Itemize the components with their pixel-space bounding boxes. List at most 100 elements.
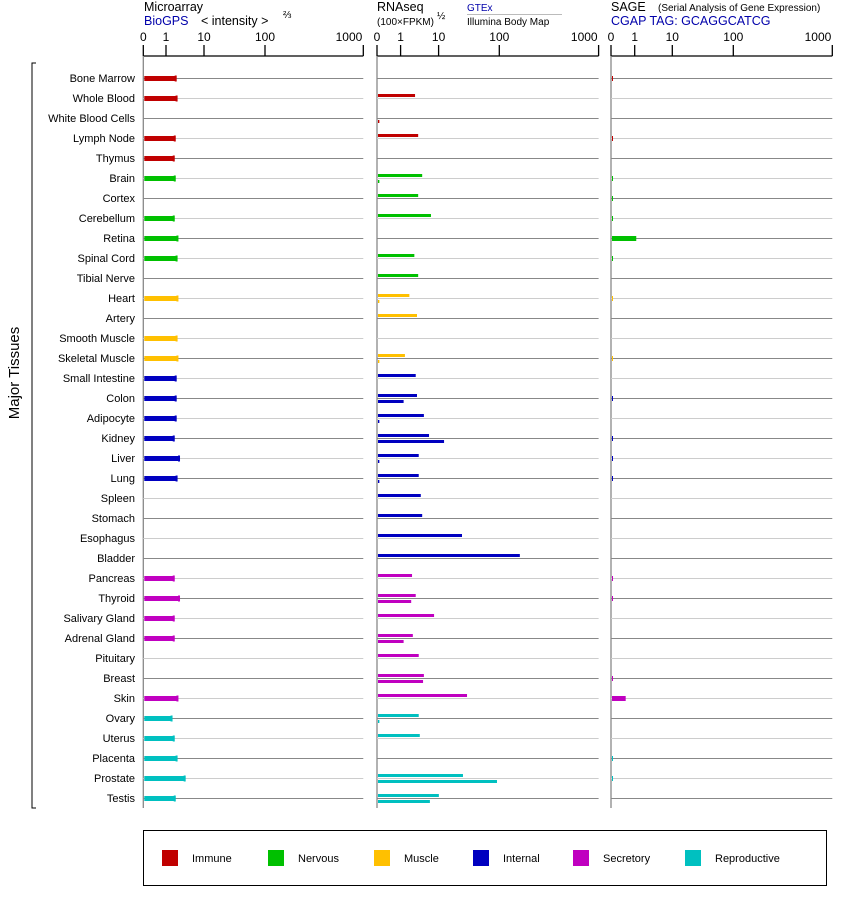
illumina-bar [378,600,412,603]
sage-tick-label: 10 [666,30,680,44]
sage-subtitle: (Serial Analysis of Gene Expression) [658,3,820,14]
tissue-label: Ovary [106,713,136,725]
microarray-bar-cap [170,715,173,722]
sage-bar [612,136,613,141]
sage-tick-label: 1000 [805,30,832,44]
microarray-bar-cap [176,695,179,702]
legend-item-secretory: Secretory [573,850,651,866]
tissue-label: Breast [103,673,135,685]
microarray-bar [144,796,175,801]
tissue-row: Lymph Node [73,133,833,145]
biogps-link[interactable]: BioGPS [144,14,188,28]
gtex-bar [378,254,415,257]
illumina-bar [378,420,380,423]
tissue-label: Pancreas [89,573,136,585]
illumina-label: Illumina Body Map [467,17,550,28]
tissue-row: Heart [108,293,833,305]
tissue-row: Uterus [103,733,833,745]
illumina-bar [378,800,430,803]
microarray-bar-cap [183,775,186,782]
legend: Immune Nervous Muscle Internal Secretory Repr… [162,850,780,866]
legend-label: Immune [192,853,232,865]
gtex-bar [378,434,430,437]
gtex-bar [378,534,463,537]
microarray-bar [144,436,174,441]
tissue-row: Testis [107,793,833,805]
y-axis-label: Major Tissues [6,327,23,420]
tissue-label: Cerebellum [79,213,135,225]
sage-title: SAGE [611,0,646,14]
microarray-bar-cap [178,595,181,602]
sage-bar [612,196,613,201]
sage-bar [612,776,613,781]
microarray-bar-cap [175,475,178,482]
microarray-bar [144,216,174,221]
tissue-label: White Blood Cells [48,113,135,125]
rnaseq-unit-exponent: ½ [437,11,446,22]
tissue-row: Adrenal Gland [65,633,833,645]
microarray-bar-cap [175,755,178,762]
legend-swatch [162,850,178,866]
tissue-label: Colon [106,393,135,405]
legend-swatch [473,850,489,866]
microarray-bar-cap [174,415,177,422]
cgap-tag-link[interactable]: CGAP TAG: GCAGGCATCG [611,14,771,28]
illumina-bar [378,480,380,483]
tissue-rows: Bone Marrow Whole Blood White Blood Cells L… [48,73,833,805]
microarray-tick-label: 1 [163,30,170,44]
tissue-row: Placenta [92,753,833,765]
gtex-bar [378,174,423,177]
microarray-tick-label: 10 [197,30,211,44]
gtex-bar [378,774,463,777]
tissue-label: Whole Blood [73,93,135,105]
gtex-bar [378,474,419,477]
rnaseq-header: RNAseq (100×FPKM) ½ GTEx Illumina Body M… [377,0,562,28]
microarray-bar [144,616,174,621]
tissue-row: Smooth Muscle [59,333,833,345]
microarray-bar [144,456,180,461]
tissue-label: Retina [103,233,136,245]
gtex-bar [378,354,405,357]
sage-bar [612,296,613,301]
gtex-bar [378,614,435,617]
legend-label: Nervous [298,853,339,865]
sage-bar [612,456,613,461]
rnaseq-tick-label: 0 [374,30,381,44]
microarray-bar [144,156,174,161]
illumina-bar [378,720,380,723]
tissue-row: Ovary [106,713,833,725]
legend-item-muscle: Muscle [374,850,439,866]
microarray-bar [144,576,174,581]
gtex-bar [378,554,520,557]
gtex-bar [378,794,439,797]
legend-item-nervous: Nervous [268,850,339,866]
tissue-row: Stomach [92,513,833,525]
tissue-label: Stomach [92,513,135,525]
tissue-row: Skeletal Muscle [58,353,833,365]
gtex-bar [378,394,417,397]
illumina-bar [378,360,380,363]
sage-bar [612,696,626,701]
tissue-row: Bladder [97,553,833,565]
microarray-bar [144,596,180,601]
microarray-bar [144,696,178,701]
gtex-bar [378,634,413,637]
gtex-link[interactable]: GTEx [467,3,493,14]
tissue-row: Cerebellum [79,213,833,225]
microarray-bar [144,96,177,101]
microarray-bar-cap [175,255,178,262]
tissue-row: Artery [106,313,833,325]
microarray-tick-label: 0 [140,30,147,44]
tissue-label: Brain [109,173,135,185]
legend-swatch [685,850,701,866]
microarray-bar-cap [175,335,178,342]
sage-bar [612,476,613,481]
tissue-label: Tibial Nerve [77,273,135,285]
tissue-row: Breast [103,673,833,685]
tissue-label: Cortex [103,193,136,205]
illumina-bar [378,120,380,123]
gtex-bar [378,214,431,217]
tissue-label: Spinal Cord [78,253,135,265]
tissue-row: Colon [106,393,833,405]
